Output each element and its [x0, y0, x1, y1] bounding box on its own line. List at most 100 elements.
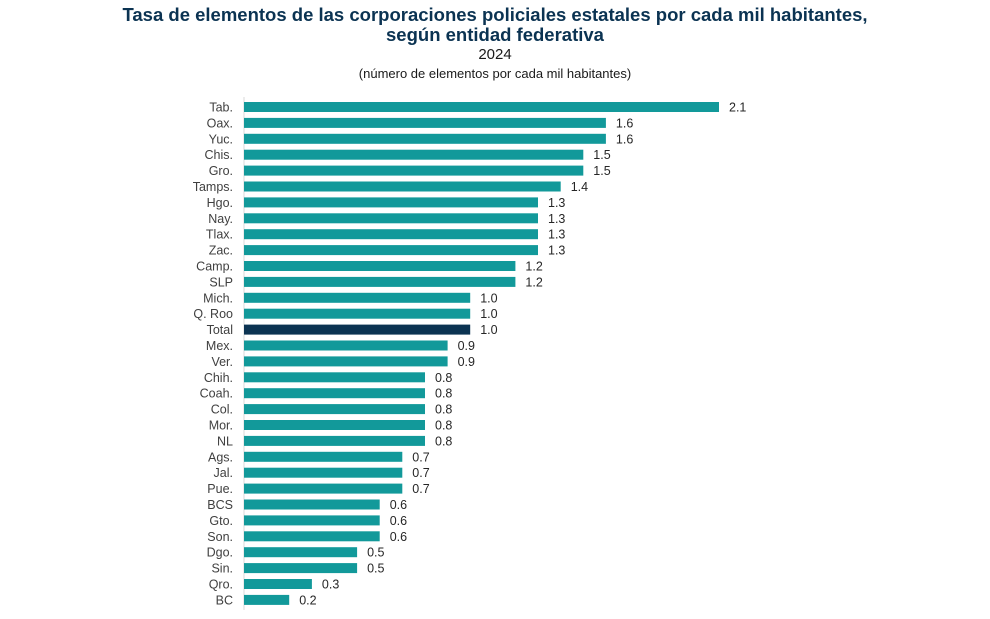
- chart-title-line2: según entidad federativa: [386, 24, 604, 45]
- category-label: Ver.: [211, 355, 233, 369]
- value-label: 0.9: [458, 339, 475, 353]
- category-label: Camp.: [196, 260, 233, 274]
- value-label: 1.3: [548, 228, 565, 242]
- category-label: Tlax.: [206, 228, 233, 242]
- bar-tab: [244, 102, 719, 112]
- category-label: Mich.: [203, 291, 233, 305]
- category-label: SLP: [209, 275, 233, 289]
- category-label: Jal.: [214, 466, 233, 480]
- value-label: 2.1: [729, 101, 746, 115]
- bar-tamps: [244, 181, 561, 192]
- bar-camp: [244, 261, 516, 271]
- category-label: Yuc.: [209, 132, 233, 146]
- category-label: Col.: [211, 403, 233, 417]
- chart-subtitle-year: 2024: [478, 46, 512, 63]
- bar-chih: [244, 372, 425, 383]
- value-label: 0.3: [322, 578, 339, 592]
- category-label: Mor.: [209, 419, 233, 433]
- value-label: 0.8: [435, 419, 452, 433]
- bar-mich: [244, 292, 471, 303]
- category-label: Q. Roo: [193, 307, 233, 321]
- bar-ags: [244, 451, 403, 462]
- category-label: Tamps.: [193, 180, 233, 194]
- category-label: Zac.: [209, 244, 233, 258]
- value-label: 1.0: [480, 291, 497, 305]
- category-label: NL: [217, 434, 233, 448]
- category-label: Nay.: [208, 212, 233, 226]
- value-label: 0.8: [435, 371, 452, 385]
- category-label: Coah.: [200, 387, 233, 401]
- bar-gro: [244, 165, 584, 176]
- bar-oax: [244, 117, 606, 128]
- category-label: Qro.: [209, 578, 233, 592]
- category-label: Tab.: [209, 101, 233, 115]
- bar-nay: [244, 213, 538, 224]
- value-label: 0.8: [435, 434, 452, 448]
- bar-pue: [244, 483, 403, 494]
- value-label: 1.6: [616, 116, 633, 130]
- category-label: Gto.: [209, 514, 233, 528]
- value-label: 1.4: [571, 180, 588, 194]
- bar-q-roo: [244, 308, 471, 319]
- bar-mor: [244, 420, 425, 430]
- category-label: Oax.: [207, 116, 233, 130]
- category-label: Gro.: [209, 164, 233, 178]
- value-label: 1.0: [480, 323, 497, 337]
- bar-bcs: [244, 499, 380, 510]
- value-label: 1.3: [548, 244, 565, 258]
- category-label: Ags.: [208, 450, 233, 464]
- bar-hgo: [244, 197, 538, 208]
- value-label: 0.6: [390, 514, 407, 528]
- value-label: 0.9: [458, 355, 475, 369]
- value-label: 1.6: [616, 132, 633, 146]
- value-label: 1.0: [480, 307, 497, 321]
- bar-total: [244, 324, 471, 335]
- category-label: Mex.: [206, 339, 233, 353]
- bar-coah: [244, 388, 425, 399]
- bar-nl: [244, 435, 425, 446]
- bar-bc: [244, 594, 290, 605]
- bar-gto: [244, 515, 380, 526]
- category-label: Chih.: [204, 371, 233, 385]
- bar-qro: [244, 579, 312, 589]
- bar-jal: [244, 467, 403, 478]
- bar-ver: [244, 356, 448, 367]
- bar-tlax: [244, 229, 538, 240]
- bar-chis: [244, 149, 584, 160]
- category-label: Hgo.: [207, 196, 233, 210]
- category-label: BCS: [207, 498, 233, 512]
- value-label: 0.7: [412, 450, 429, 464]
- value-label: 1.3: [548, 212, 565, 226]
- value-label: 0.5: [367, 562, 384, 576]
- value-label: 1.3: [548, 196, 565, 210]
- value-label: 1.5: [593, 164, 610, 178]
- value-label: 1.5: [593, 148, 610, 162]
- value-label: 0.6: [390, 498, 407, 512]
- bar-yuc: [244, 133, 606, 144]
- value-label: 0.8: [435, 387, 452, 401]
- category-label: BC: [216, 593, 233, 607]
- value-label: 0.8: [435, 403, 452, 417]
- category-label: Son.: [207, 530, 233, 544]
- value-label: 0.6: [390, 530, 407, 544]
- bar-son: [244, 531, 380, 542]
- category-label: Dgo.: [207, 546, 233, 560]
- bar-mex: [244, 340, 448, 351]
- bar-dgo: [244, 547, 358, 558]
- value-label: 0.2: [299, 593, 316, 607]
- chart-title: Tasa de elementos de las corporaciones p…: [122, 4, 868, 25]
- value-label: 0.7: [412, 482, 429, 496]
- category-label: Chis.: [205, 148, 233, 162]
- value-label: 1.2: [525, 260, 542, 274]
- value-label: 0.7: [412, 466, 429, 480]
- category-label: Pue.: [207, 482, 233, 496]
- bar-slp: [244, 276, 516, 287]
- category-label: Sin.: [211, 562, 233, 576]
- value-label: 0.5: [367, 546, 384, 560]
- chart-unit-note: (número de elementos por cada mil habita…: [358, 66, 632, 81]
- bar-zac: [244, 245, 538, 256]
- bar-col: [244, 404, 425, 415]
- category-label: Total: [207, 323, 233, 337]
- bar-sin: [244, 563, 358, 574]
